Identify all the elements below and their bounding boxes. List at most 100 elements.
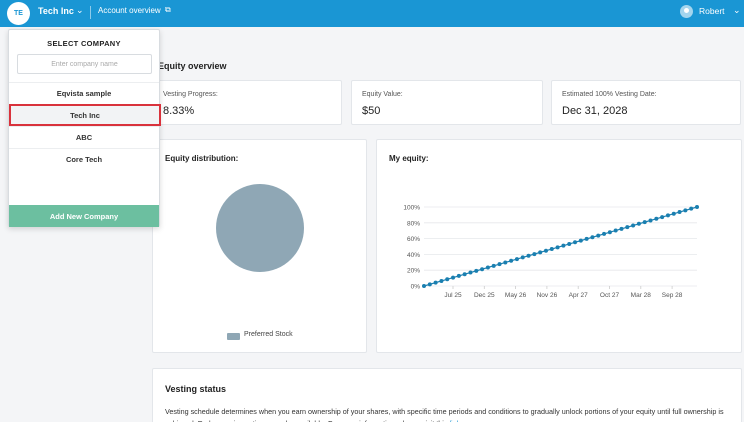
- vesting-text: Vesting schedule determines when you ear…: [165, 407, 724, 422]
- company-switcher-label[interactable]: Tech Inc: [38, 6, 74, 16]
- vesting-description: Vesting schedule determines when you ear…: [165, 406, 744, 422]
- data-point[interactable]: [584, 236, 589, 241]
- x-tick-label: Jul 25: [444, 292, 462, 299]
- stat-card-equity-value: Equity Value: $50: [351, 80, 543, 125]
- pie-slice-preferred-stock[interactable]: [216, 184, 304, 272]
- divider: [90, 6, 91, 19]
- equity-line-chart: 0% 20% 40% 60% 80% 100% Jul 25 Dec 25 May 26 Nov …: [403, 205, 699, 299]
- company-dropdown: SELECT COMPANY Eqvista sample Tech Inc A…: [8, 29, 161, 227]
- dropdown-header: SELECT COMPANY: [47, 39, 121, 48]
- stat-value: 8.33%: [163, 105, 195, 117]
- company-avatar[interactable]: TE: [7, 2, 30, 25]
- x-tick-label: Oct 27: [600, 292, 620, 299]
- stat-value: Dec 31, 2028: [562, 105, 628, 117]
- legend-swatch: [227, 333, 240, 340]
- data-point[interactable]: [573, 240, 578, 245]
- x-tick-label: May 26: [505, 292, 527, 299]
- y-tick-label: 80%: [407, 220, 420, 227]
- data-point[interactable]: [613, 228, 618, 233]
- chevron-down-icon[interactable]: ⌄: [733, 5, 741, 15]
- data-point[interactable]: [491, 263, 496, 268]
- equity-distribution-card: Equity distribution: Preferred Stock: [152, 139, 367, 353]
- data-point[interactable]: [451, 275, 456, 280]
- data-point[interactable]: [549, 247, 554, 252]
- card-title: Equity distribution:: [165, 154, 239, 163]
- vesting-info-link[interactable]: link: [449, 419, 460, 422]
- data-point[interactable]: [497, 262, 502, 267]
- data-point[interactable]: [561, 243, 566, 248]
- stat-value: $50: [362, 105, 381, 117]
- data-point[interactable]: [677, 210, 682, 215]
- account-overview-link[interactable]: Account overview: [98, 6, 161, 15]
- my-equity-card: My equity: 0% 20% 40% 60% 80% 100% Jul 25 Dec 2…: [376, 139, 742, 353]
- y-tick-label: 20%: [407, 268, 420, 275]
- data-point[interactable]: [689, 206, 694, 211]
- data-point[interactable]: [695, 205, 699, 209]
- y-tick-label: 40%: [407, 252, 420, 259]
- x-tick-label: Mar 28: [631, 292, 652, 299]
- data-point[interactable]: [671, 211, 676, 216]
- y-tick-label: 100%: [403, 205, 420, 212]
- legend-label[interactable]: Preferred Stock: [244, 331, 293, 338]
- y-tick-label: 0%: [411, 284, 421, 291]
- data-point[interactable]: [683, 208, 688, 213]
- company-item-abc[interactable]: ABC: [9, 126, 159, 148]
- data-point[interactable]: [648, 218, 653, 223]
- data-point[interactable]: [567, 241, 572, 246]
- data-point[interactable]: [625, 225, 630, 230]
- data-point[interactable]: [596, 233, 601, 238]
- data-point[interactable]: [503, 260, 508, 265]
- data-point[interactable]: [543, 248, 548, 253]
- data-point[interactable]: [642, 220, 647, 225]
- stat-label: Estimated 100% Vesting Date:: [562, 91, 657, 98]
- data-point[interactable]: [631, 223, 636, 228]
- data-point[interactable]: [636, 221, 641, 226]
- data-point[interactable]: [439, 278, 444, 283]
- data-point[interactable]: [578, 238, 583, 243]
- data-point[interactable]: [462, 272, 467, 277]
- data-point[interactable]: [427, 282, 432, 287]
- x-tick-label: Dec 25: [474, 292, 495, 299]
- data-point[interactable]: [526, 253, 531, 258]
- external-link-icon[interactable]: ⧉: [165, 5, 171, 14]
- data-point[interactable]: [480, 267, 485, 272]
- stat-label: Vesting Progress:: [163, 91, 218, 98]
- user-menu-name[interactable]: Robert: [699, 6, 725, 16]
- data-point[interactable]: [660, 215, 665, 220]
- x-tick-label: Apr 27: [569, 292, 589, 299]
- stat-label: Equity Value:: [362, 91, 403, 98]
- data-point[interactable]: [619, 226, 624, 231]
- data-point[interactable]: [514, 257, 519, 262]
- data-point[interactable]: [665, 213, 670, 218]
- add-new-company-button[interactable]: Add New Company: [9, 205, 159, 227]
- data-point[interactable]: [555, 245, 560, 250]
- stat-card-vesting-progress: Vesting Progress: 8.33%: [152, 80, 342, 125]
- card-title: My equity:: [389, 154, 429, 163]
- chevron-down-icon[interactable]: ⌄: [76, 5, 84, 15]
- company-item-core-tech[interactable]: Core Tech: [9, 148, 159, 170]
- x-tick-label: Nov 26: [537, 292, 558, 299]
- data-point[interactable]: [468, 270, 473, 275]
- data-point[interactable]: [422, 284, 426, 288]
- user-avatar-icon[interactable]: [680, 5, 693, 18]
- company-search-input[interactable]: [17, 54, 152, 74]
- y-tick-label: 60%: [407, 236, 420, 243]
- card-title: Vesting status: [165, 384, 227, 394]
- data-point[interactable]: [602, 231, 607, 236]
- company-item-eqvista-sample[interactable]: Eqvista sample: [9, 82, 159, 104]
- data-point[interactable]: [474, 268, 479, 273]
- data-point[interactable]: [509, 258, 514, 263]
- data-point[interactable]: [607, 230, 612, 235]
- data-point[interactable]: [520, 255, 525, 260]
- stat-card-vesting-date: Estimated 100% Vesting Date: Dec 31, 202…: [551, 80, 741, 125]
- data-point[interactable]: [590, 235, 595, 240]
- data-point[interactable]: [433, 280, 438, 285]
- data-point[interactable]: [456, 273, 461, 278]
- data-point[interactable]: [485, 265, 490, 270]
- data-point[interactable]: [538, 250, 543, 255]
- data-point[interactable]: [654, 216, 659, 221]
- data-point[interactable]: [532, 252, 537, 257]
- page-title: Equity overview: [158, 61, 227, 71]
- data-point[interactable]: [445, 277, 450, 282]
- company-item-tech-inc[interactable]: Tech Inc: [9, 104, 161, 126]
